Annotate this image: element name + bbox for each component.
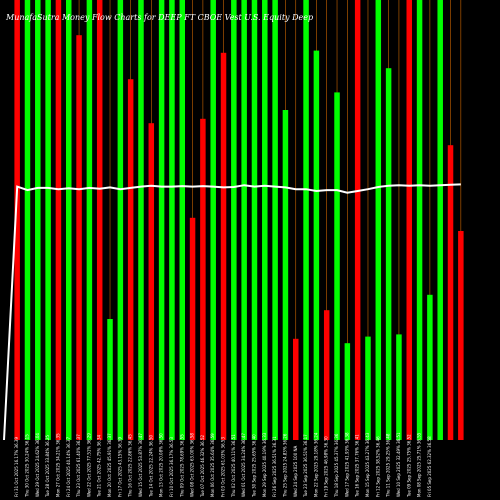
x-tick-label: Mon 27 Oct 2025 34.21% 36.35 [55,433,60,497]
bar [396,334,402,440]
bar [107,319,113,440]
bar [200,118,206,441]
bar [96,0,103,440]
x-tick-label: Tue 21 Oct 2025 42.75% 36.34 [97,434,102,498]
bar [158,0,165,440]
bar [334,92,340,441]
bar [458,231,464,440]
bar [14,0,20,440]
bar [169,0,175,440]
bar [323,310,330,440]
bar [375,0,382,440]
bar [365,336,371,440]
x-tick-label: Tue 30 Sep 2025 25.65% 36.40 [251,434,256,498]
x-tick-label: Wed 08 Oct 2025 63.00% 36.58 [190,433,195,497]
chart-title: MunafaSutra Money Flow Charts for DEEP F… [5,13,313,22]
bars [14,0,464,441]
bar [447,145,454,440]
bar [148,123,155,440]
x-tick-label: Wed 15 Oct 2025 53.87% 36.47 [138,433,143,497]
bar [427,294,433,440]
bar [127,79,134,440]
bar [251,0,258,440]
bar [179,0,185,440]
bar [45,0,51,440]
bar [55,0,62,440]
bar [344,343,351,440]
x-tick-label: Mon 08 Sep 2025 25.71% 36.55 [417,432,422,497]
x-tick-label: Thu 09 Oct 2025 78.69% 36.55 [179,434,184,498]
x-tick-label: Fri 26 Sep 2025 36.51% 36.31 [272,436,277,497]
x-tick-label: Wed 01 Oct 2025 34.24% 36.47 [241,433,246,497]
price-line-group [3,183,461,441]
bar [293,338,299,440]
bar [76,35,82,440]
bar [282,110,289,440]
bar [272,0,278,440]
bar [117,0,124,440]
x-tick-label: Fri 31 Oct 2025 16.17% 36.39 [14,437,19,497]
bar [437,0,443,440]
x-tick-label: Fri 10 Oct 2025 36.17% 36.53 [169,437,174,497]
x-tick-label: Tue 28 Oct 2025 33.84% 36.25 [45,434,50,498]
bar [86,0,93,440]
x-tick-label: Thu 16 Oct 2025 22.86% 36.45 [128,434,133,498]
bar [220,52,227,441]
x-tick-label: Mon 20 Oct 2025 45.91% 36.37 [107,433,112,497]
bar [210,0,216,440]
x-tick-label: Wed 10 Sep 2025 32.49% 36.51 [396,432,401,497]
bar [416,0,423,440]
x-tick-label: Fri 12 Sep 2025 38.52% 36.46 [375,436,380,497]
x-tick-label: Tue 14 Oct 2025 22.24% 36.50 [148,434,153,498]
x-tick-label: Thu 23 Oct 2025 61.40% 36.37 [76,434,81,498]
x-tick-label: Thu 25 Sep 2025 24.83% 36.26 [282,433,287,498]
bar [138,0,144,440]
x-tick-label: Mon 13 Oct 2025 20.08% 36.50 [159,433,164,497]
x-tick-label: Mon 22 Sep 2025 29.18% 36.24 [313,432,318,497]
x-tick-label: Fri 24 Oct 2025 40.14% 36.37 [66,437,71,497]
bar [241,0,247,440]
price-line [3,183,461,441]
bar [262,0,268,440]
bar [385,68,392,440]
x-tick-label: Thu 11 Sep 2025 29.25% 36.48 [386,433,391,498]
x-tick-label: Thu 30 Oct 2025 30.24% 36.15 [24,434,29,498]
bar [303,0,309,440]
bar [231,0,237,440]
x-tick-label: Fri 17 Oct 2025 43.15% 36.39 [117,437,122,497]
x-tick-label: Wed 24 Sep 2025 100 NA [293,445,298,497]
bar [24,0,31,440]
bar [406,0,412,440]
x-tick-label: Tue 16 Sep 2025 37.76% 36.41 [355,434,360,498]
bar [189,217,196,440]
x-tick-label: Fri 19 Sep 2025 46.98% 36.30 [324,436,329,497]
x-tick-label: Thu 18 Sep 2025 45.37% 36.36 [334,433,339,498]
x-tick-label: Wed 17 Sep 2025 41.93% 36.38 [344,432,349,497]
x-tick-label: Mon 15 Sep 2025 43.27% 36.43 [365,432,370,497]
x-tick-label: Fri 05 Sep 2025 62.32% 36.58 [427,436,432,497]
bar [35,0,41,440]
x-tick-label: Mon 29 Sep 2025 40.19% 36.33 [262,432,267,497]
x-tick-label: Thu 02 Oct 2025 40.11% 36.51 [231,434,236,498]
bar [354,0,361,440]
x-tick-label: Tue 07 Oct 2025 46.32% 36.52 [200,434,205,498]
x-tick-label: Fri 03 Oct 2025 61.03% 36.53 [221,437,226,497]
bar [66,0,72,440]
x-tick-label: Tue 23 Sep 2025 36.51% 36.17 [303,434,308,498]
x-tick-labels: Fri 31 Oct 2025 16.17% 36.39 Thu 30 Oct 2… [14,432,432,498]
x-tick-label: Wed 22 Oct 2025 77.51% 36.29 [86,433,91,497]
bar [313,50,320,440]
x-tick-label: Wed 29 Oct 2025 24.62% 36.04 [35,433,40,497]
x-tick-label: Mon 06 Oct 2025 35.64% 36.59 [210,433,215,497]
x-tick-label: Tue 09 Sep 2025 25.75% 36.52 [406,434,411,498]
